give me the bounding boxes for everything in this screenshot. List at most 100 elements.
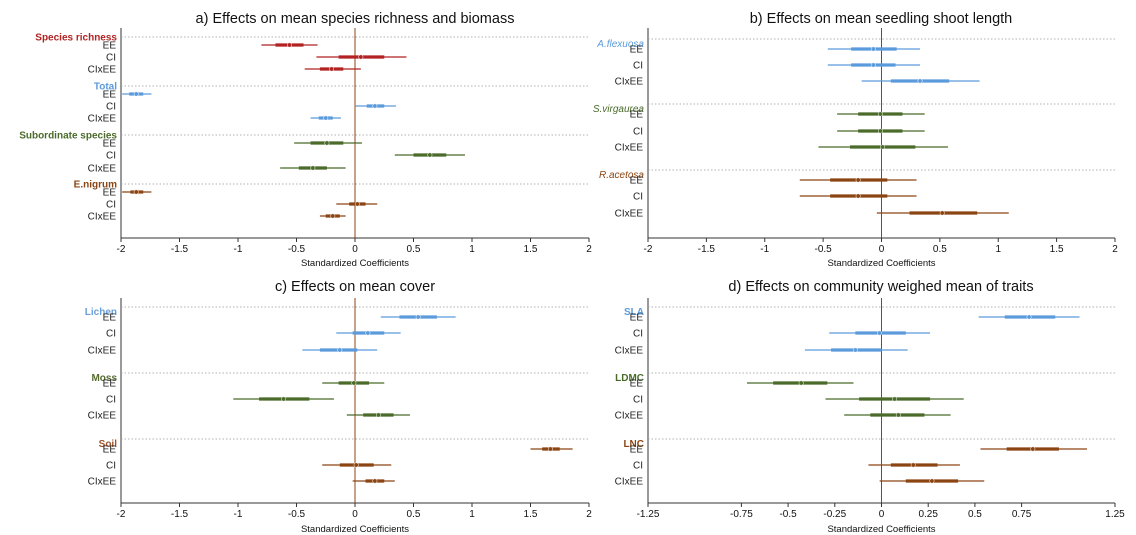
row-label: CI: [106, 53, 116, 64]
row-label: CIxEE: [615, 411, 644, 422]
x-tick-label: 0: [352, 509, 358, 520]
estimate-point: [852, 347, 858, 353]
panel-b: b) Effects on mean seedling shoot length…: [593, 11, 1118, 269]
estimate-point: [1026, 314, 1032, 320]
x-axis-label: Standardized Coefficients: [827, 258, 935, 269]
estimate-point: [877, 330, 883, 336]
group-label: SLA: [624, 307, 644, 318]
estimate-point: [895, 412, 901, 418]
row-label: CIxEE: [615, 346, 644, 357]
estimate-point: [372, 478, 378, 484]
estimate-point: [877, 128, 883, 134]
x-tick-label: 0.5: [968, 509, 982, 520]
row-label: EE: [103, 445, 117, 456]
estimate-point: [1030, 446, 1036, 452]
x-tick-label: 1.5: [524, 509, 538, 520]
row-label: CIxEE: [615, 477, 644, 488]
x-axis-label: Standardized Coefficients: [301, 524, 409, 535]
group-label: Species richness: [35, 33, 117, 44]
row-label: CI: [106, 102, 116, 113]
panel-title: d) Effects on community weighed mean of …: [728, 279, 1033, 295]
estimate-point: [870, 62, 876, 68]
row-label: CIxEE: [615, 209, 644, 220]
panel-title: b) Effects on mean seedling shoot length: [750, 11, 1013, 27]
row-label: EE: [630, 379, 644, 390]
estimate-point: [351, 380, 357, 386]
estimate-point: [892, 396, 898, 402]
x-tick-label: 1.5: [524, 244, 538, 255]
row-label: CI: [633, 61, 643, 72]
estimate-point: [330, 213, 336, 219]
estimate-point: [855, 193, 861, 199]
estimate-point: [547, 446, 553, 452]
estimate-point: [337, 347, 343, 353]
estimate-point: [910, 462, 916, 468]
x-tick-label: 1: [469, 244, 475, 255]
x-tick-label: 1: [469, 509, 475, 520]
row-label: CI: [633, 192, 643, 203]
x-tick-label: 0.75: [1012, 509, 1032, 520]
panel-c: c) Effects on mean cover -2 -1.5 -1 -0.5 0 0.5…: [85, 279, 592, 535]
group-label: LDMC: [615, 373, 644, 384]
row-label: EE: [103, 90, 117, 101]
row-label: EE: [630, 445, 644, 456]
group-label: Subordinate species: [19, 131, 117, 142]
x-tick-label: -0.25: [823, 509, 846, 520]
estimate-point: [415, 314, 421, 320]
panel-title: a) Effects on mean species richness and …: [196, 11, 515, 27]
x-tick-label: -2: [117, 509, 126, 520]
group-label: S.virgaurea: [593, 104, 645, 115]
estimate-point: [929, 478, 935, 484]
x-tick-label: 2: [586, 244, 592, 255]
group-label: LNC: [623, 439, 644, 450]
row-label: CIxEE: [88, 114, 117, 125]
row-label: CIxEE: [88, 212, 117, 223]
row-label: EE: [103, 139, 117, 150]
row-label: CI: [106, 461, 116, 472]
group-label: A.flexuosa: [596, 39, 644, 50]
x-tick-label: -0.75: [730, 509, 753, 520]
x-tick-label: 2: [586, 509, 592, 520]
panel-a: a) Effects on mean species richness and …: [19, 11, 592, 269]
group-label: Soil: [99, 439, 118, 450]
estimate-point: [133, 91, 139, 97]
x-tick-label: -1.5: [171, 509, 189, 520]
x-axis-label: Standardized Coefficients: [301, 258, 409, 269]
estimate-point: [877, 111, 883, 117]
row-label: CI: [106, 151, 116, 162]
x-tick-label: -0.5: [288, 244, 306, 255]
x-tick-label: -0.5: [815, 244, 833, 255]
x-tick-label: -1.25: [637, 509, 660, 520]
x-tick-label: -1.5: [698, 244, 716, 255]
x-tick-label: 2: [1112, 244, 1118, 255]
panel-title: c) Effects on mean cover: [275, 279, 435, 295]
group-label: R.acetosa: [599, 170, 644, 181]
row-label: EE: [103, 379, 117, 390]
x-tick-label: -0.5: [779, 509, 797, 520]
estimate-point: [324, 140, 330, 146]
x-tick-label: -0.5: [288, 509, 306, 520]
x-tick-label: 0.5: [407, 509, 421, 520]
row-label: EE: [103, 41, 117, 52]
estimate-point: [917, 78, 923, 84]
panel-d: d) Effects on community weighed mean of …: [615, 279, 1126, 535]
x-tick-label: 1.25: [1105, 509, 1125, 520]
group-label: Lichen: [85, 307, 117, 318]
estimate-point: [939, 210, 945, 216]
x-tick-label: -1: [760, 244, 769, 255]
row-label: CI: [633, 127, 643, 138]
x-tick-label: 0.25: [918, 509, 938, 520]
estimate-point: [870, 46, 876, 52]
x-tick-label: 1: [995, 244, 1001, 255]
estimate-point: [329, 66, 335, 72]
x-tick-label: -1: [234, 509, 243, 520]
x-tick-label: -2: [644, 244, 653, 255]
estimate-point: [281, 396, 287, 402]
row-label: CIxEE: [88, 477, 117, 488]
x-tick-label: 0.5: [407, 244, 421, 255]
x-tick-label: 0: [352, 244, 358, 255]
row-label: CIxEE: [88, 65, 117, 76]
x-tick-label: -1.5: [171, 244, 189, 255]
row-label: CI: [106, 200, 116, 211]
